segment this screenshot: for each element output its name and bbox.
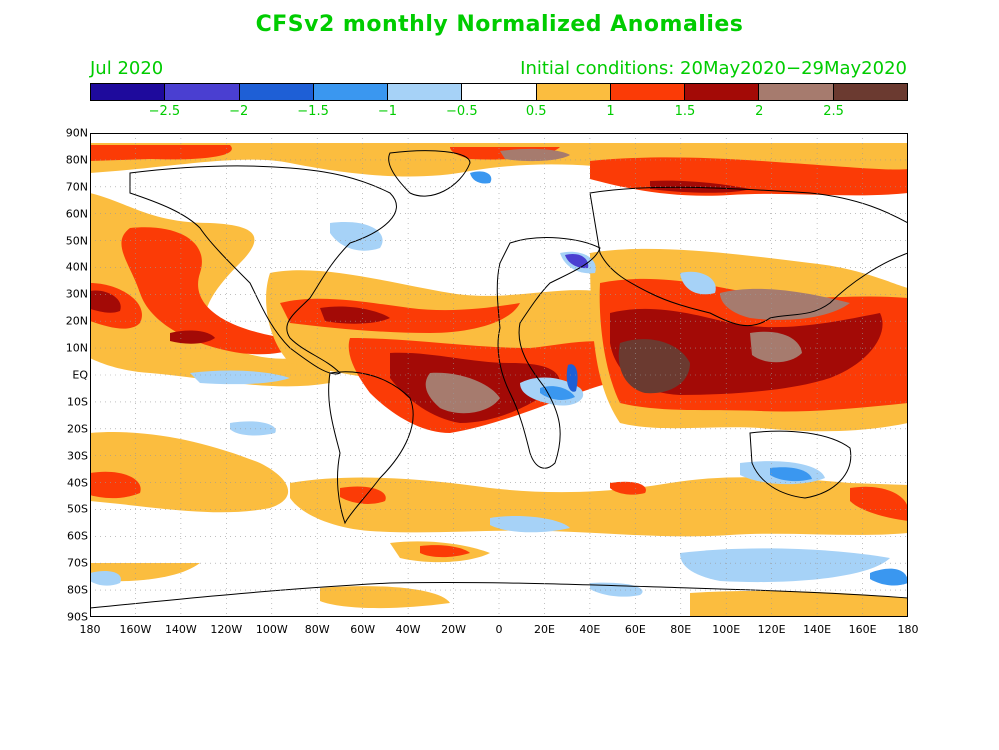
map-title: CFSv2 monthly Normalized Anomalies — [255, 12, 744, 37]
colorbar-swatch — [165, 84, 240, 100]
negative-anomaly-patches — [90, 171, 908, 597]
colorbar-label: 2.5 — [823, 104, 844, 119]
latitude-label: 70N — [65, 180, 88, 194]
indian-ocean-anomaly — [590, 248, 908, 432]
south-america-outline — [328, 371, 414, 525]
latitude-label: 80S — [67, 583, 88, 597]
colorbar-label: −1.5 — [297, 104, 329, 119]
longitude-label: 180 — [79, 623, 101, 636]
longitude-label: 180 — [897, 623, 919, 636]
longitude-label: 60W — [350, 623, 376, 636]
forecast-period: Jul 2020 — [90, 58, 164, 79]
longitude-label: 140E — [803, 623, 832, 636]
colorbar — [90, 83, 908, 101]
colorbar-label: 2 — [755, 104, 764, 119]
antarctica-outline — [90, 581, 908, 609]
africa-europe-outline — [496, 237, 601, 469]
colorbar-swatch — [610, 84, 686, 100]
longitude-label: 60E — [624, 623, 646, 636]
colorbar-label: 1.5 — [674, 104, 696, 119]
latitude-label: 40N — [65, 260, 88, 274]
longitude-label: 120W — [210, 623, 243, 636]
colorbar-label: −2.5 — [148, 104, 181, 119]
longitude-label: 20E — [533, 623, 555, 636]
colorbar-label: −2 — [229, 104, 249, 119]
north-america-outline — [129, 165, 397, 375]
latitude-label: 90N — [65, 126, 88, 140]
colorbar-swatch — [536, 84, 611, 100]
colorbar-swatch — [833, 84, 907, 100]
colorbar-swatch — [388, 84, 463, 100]
latitude-label: 50N — [65, 234, 88, 248]
map-frame — [90, 133, 908, 617]
southern-hemisphere-anomaly — [90, 432, 908, 617]
tropical-atlantic-anomaly — [266, 270, 610, 433]
latitude-label: 60S — [67, 529, 88, 543]
colorbar-swatch — [91, 84, 166, 100]
colorbar-labels: −2.5 −2 −1.5 −1 −0.5 0.5 1 1.5 2 2.5 — [90, 104, 908, 120]
north-pacific-anomaly — [90, 193, 330, 387]
colorbar-label: 1 — [606, 104, 615, 119]
initial-conditions: Initial conditions: 20May2020−29May2020 — [520, 58, 907, 79]
colorbar-label: −0.5 — [446, 104, 478, 119]
greenland-outline — [388, 150, 471, 197]
latitude-label: EQ — [72, 368, 88, 382]
longitude-label: 0 — [495, 623, 503, 636]
latitude-label: 20S — [67, 422, 88, 436]
longitude-label: 160E — [848, 623, 877, 636]
latitude-label: 80N — [65, 153, 88, 167]
coastlines — [90, 150, 908, 609]
colorbar-swatch — [685, 84, 760, 100]
latitude-label: 30N — [65, 287, 88, 301]
colorbar-swatch — [759, 84, 834, 100]
latitude-label: 40S — [67, 476, 88, 490]
australia-outline — [749, 430, 852, 499]
colorbar-label: 0.5 — [525, 104, 547, 119]
colorbar-swatch — [462, 84, 537, 100]
latitude-label: 20N — [65, 314, 88, 328]
longitude-label: 120E — [757, 623, 786, 636]
longitude-label: 80E — [670, 623, 692, 636]
longitude-label: 100E — [712, 623, 741, 636]
latitude-label: 90S — [67, 610, 88, 624]
anomaly-map — [90, 133, 908, 617]
longitude-label: 100W — [255, 623, 288, 636]
latitude-label: 60N — [65, 207, 88, 221]
longitude-label: 140W — [164, 623, 197, 636]
longitude-label: 80W — [304, 623, 330, 636]
colorbar-label: −1 — [377, 104, 398, 119]
latitude-label: 10N — [65, 341, 88, 355]
latitude-label: 10S — [67, 395, 88, 409]
colorbar-swatch — [313, 84, 389, 100]
longitude-label: 160W — [119, 623, 152, 636]
longitude-label: 40E — [579, 623, 601, 636]
latitude-label: 50S — [67, 502, 88, 516]
latitude-label: 70S — [67, 556, 88, 570]
longitude-label: 20W — [441, 623, 466, 636]
graticule — [90, 133, 908, 617]
colorbar-swatch — [239, 84, 314, 100]
latitude-label: 30S — [67, 449, 88, 463]
longitude-label: 40W — [395, 623, 421, 636]
asia-outline — [589, 186, 908, 327]
